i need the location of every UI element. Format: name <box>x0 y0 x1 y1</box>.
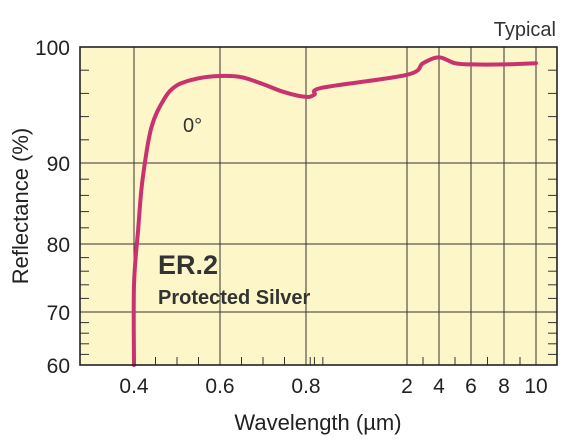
x-tick-label: 0.4 <box>119 375 149 398</box>
x-tick-label: 2 <box>401 375 413 398</box>
x-tick-labels: 0.4 0.6 0.8 2 4 6 8 10 <box>119 375 547 398</box>
product-name: Protected Silver <box>158 287 311 309</box>
y-tick-label: 60 <box>47 355 70 378</box>
plot-area <box>80 47 557 365</box>
y-tick-label: 80 <box>47 234 70 257</box>
typical-label: Typical <box>494 19 556 41</box>
x-tick-label: 6 <box>465 375 477 398</box>
y-tick-labels: 60 70 80 90 100 <box>35 37 70 378</box>
x-tick-label: 0.6 <box>205 375 234 398</box>
y-tick-label: 70 <box>47 302 70 325</box>
x-tick-label: 8 <box>498 375 510 398</box>
product-code: ER.2 <box>158 250 218 280</box>
x-tick-label: 0.8 <box>291 375 320 398</box>
series-label-0deg: 0° <box>183 115 202 137</box>
y-tick-label: 90 <box>47 153 70 176</box>
y-tick-label: 100 <box>35 37 70 60</box>
x-tick-label: 10 <box>524 375 547 398</box>
x-axis-title: Wavelength (µm) <box>234 410 401 435</box>
minor-ticks <box>80 69 557 365</box>
gridlines <box>80 47 557 365</box>
plot-frame <box>79 46 558 366</box>
x-tick-label: 4 <box>433 375 445 398</box>
y-axis-title: Reflectance (%) <box>8 128 33 285</box>
reflectance-curve <box>131 55 538 367</box>
